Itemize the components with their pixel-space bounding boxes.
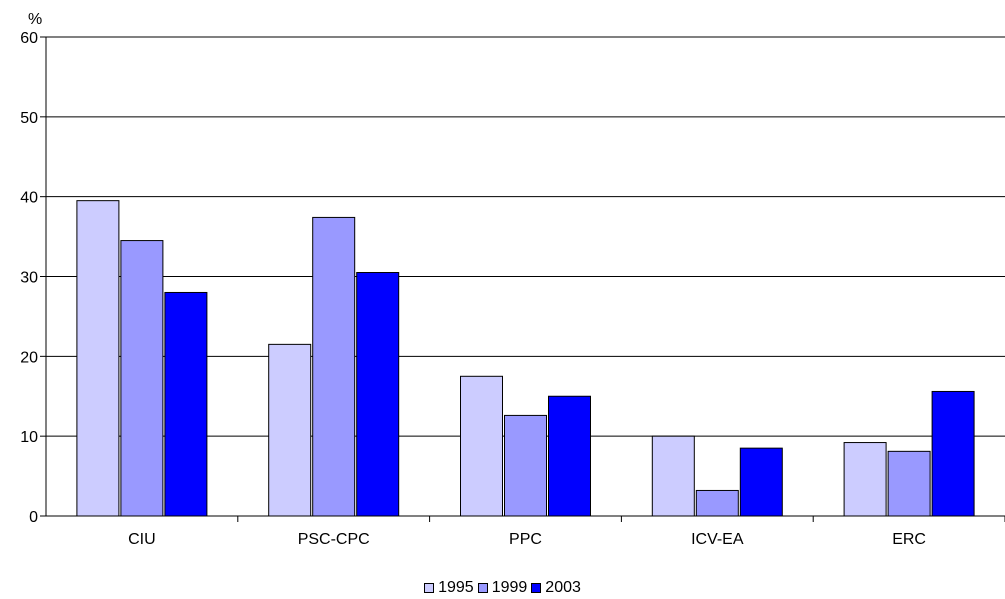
y-tick-label: 30 — [20, 270, 38, 287]
bar-1995-ERC — [843, 442, 887, 517]
bar-2003-PPC — [548, 395, 591, 517]
bar-2003-CIU — [164, 291, 208, 517]
bar-2003-ICV-EA — [739, 447, 783, 517]
y-tick-label: 50 — [20, 110, 38, 127]
axes — [40, 36, 1005, 522]
legend-item-2003: 2003 — [531, 579, 581, 597]
bar-1999-PPC — [504, 414, 547, 517]
y-tick-label: 60 — [20, 30, 38, 47]
y-tick-label: 0 — [29, 509, 38, 526]
y-axis-label: % — [28, 11, 42, 28]
x-tick-label: PSC-CPC — [298, 531, 370, 548]
legend-swatch — [424, 583, 435, 593]
bar-1995-PPC — [460, 375, 503, 517]
legend-label: 1995 — [438, 579, 474, 596]
legend-item-1995: 1995 — [424, 579, 474, 597]
bar-1999-PSC-CPC — [312, 216, 356, 517]
bar-1999-ERC — [887, 450, 931, 517]
legend-label: 1999 — [491, 579, 528, 596]
legend-swatch — [477, 583, 488, 593]
x-tick-label: ICV-EA — [691, 531, 744, 548]
x-tick-label: ERC — [892, 531, 926, 548]
legend-item-1999: 1999 — [477, 579, 528, 597]
bar-1995-PSC-CPC — [268, 343, 312, 517]
bars — [76, 200, 975, 517]
y-tick-label: 40 — [20, 190, 38, 207]
y-tick-labels: 0 10 20 30 40 50 60 — [20, 30, 38, 526]
x-tick-label: CIU — [128, 531, 156, 548]
y-tick-label: 10 — [20, 429, 38, 446]
x-tick-label: PPC — [509, 531, 542, 548]
bar-1995-CIU — [76, 200, 120, 517]
bar-2003-PSC-CPC — [356, 272, 400, 517]
bar-1999-ICV-EA — [695, 489, 739, 517]
y-tick-label: 20 — [20, 349, 38, 366]
bar-1995-ICV-EA — [651, 435, 695, 517]
legend-label: 2003 — [545, 579, 581, 596]
legend: 1995 1999 2003 — [0, 579, 1005, 598]
legend-swatch — [531, 583, 542, 593]
x-tick-labels: CIU PSC-CPC PPC ICV-EA ERC — [128, 531, 926, 548]
bar-1999-CIU — [120, 240, 164, 517]
bar-2003-ERC — [931, 390, 975, 517]
